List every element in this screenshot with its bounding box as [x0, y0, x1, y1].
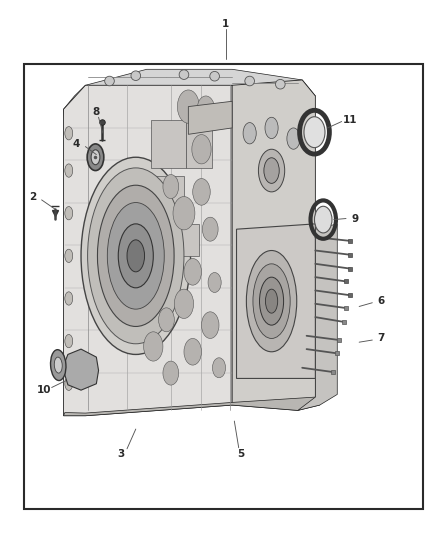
Ellipse shape — [118, 224, 153, 288]
Ellipse shape — [65, 335, 73, 348]
Polygon shape — [64, 397, 320, 416]
Ellipse shape — [163, 175, 179, 199]
Text: 2: 2 — [29, 192, 36, 202]
Polygon shape — [298, 224, 337, 410]
Ellipse shape — [192, 134, 211, 164]
Ellipse shape — [246, 251, 297, 352]
Text: 4: 4 — [73, 139, 80, 149]
Ellipse shape — [65, 164, 73, 177]
Bar — [169, 224, 199, 256]
Text: 7: 7 — [378, 334, 385, 343]
Ellipse shape — [87, 144, 104, 171]
Ellipse shape — [253, 264, 290, 338]
Ellipse shape — [65, 206, 73, 220]
Ellipse shape — [210, 71, 219, 81]
Text: 5: 5 — [237, 449, 244, 459]
Bar — [24, 64, 423, 509]
Polygon shape — [237, 224, 315, 378]
Text: 10: 10 — [36, 385, 51, 395]
Ellipse shape — [179, 70, 189, 79]
Ellipse shape — [50, 350, 66, 381]
Ellipse shape — [107, 203, 164, 309]
Ellipse shape — [184, 338, 201, 365]
Ellipse shape — [264, 158, 279, 183]
Ellipse shape — [173, 197, 195, 230]
Ellipse shape — [144, 332, 163, 361]
Ellipse shape — [81, 157, 191, 354]
Ellipse shape — [245, 76, 254, 86]
Text: 8: 8 — [93, 107, 100, 117]
Text: 9: 9 — [351, 214, 358, 223]
Polygon shape — [64, 85, 232, 416]
Ellipse shape — [202, 217, 218, 241]
Bar — [151, 120, 186, 168]
Ellipse shape — [177, 90, 199, 123]
Ellipse shape — [54, 357, 62, 373]
Ellipse shape — [265, 117, 278, 139]
Ellipse shape — [265, 289, 278, 313]
Text: 6: 6 — [378, 296, 385, 306]
Ellipse shape — [127, 240, 145, 272]
Ellipse shape — [184, 259, 201, 285]
Ellipse shape — [91, 150, 100, 165]
Ellipse shape — [65, 126, 73, 140]
Ellipse shape — [159, 308, 174, 332]
Text: 3: 3 — [117, 449, 124, 459]
Ellipse shape — [105, 76, 114, 86]
Ellipse shape — [201, 312, 219, 338]
Ellipse shape — [258, 149, 285, 192]
Polygon shape — [188, 101, 232, 134]
Ellipse shape — [259, 277, 284, 325]
Polygon shape — [64, 85, 85, 133]
Text: 1: 1 — [222, 19, 229, 29]
Ellipse shape — [65, 292, 73, 305]
Polygon shape — [232, 80, 315, 410]
Ellipse shape — [174, 289, 194, 318]
Ellipse shape — [243, 123, 256, 144]
Ellipse shape — [197, 96, 215, 123]
Polygon shape — [63, 349, 99, 390]
Ellipse shape — [88, 168, 184, 344]
Ellipse shape — [314, 206, 332, 233]
Ellipse shape — [193, 179, 210, 205]
Ellipse shape — [208, 272, 221, 293]
Ellipse shape — [276, 79, 285, 89]
Ellipse shape — [65, 377, 73, 390]
Polygon shape — [85, 69, 315, 117]
Text: 11: 11 — [343, 115, 358, 125]
Ellipse shape — [163, 361, 179, 385]
Ellipse shape — [304, 117, 325, 148]
Ellipse shape — [212, 358, 226, 378]
Ellipse shape — [65, 249, 73, 263]
Bar — [186, 120, 212, 168]
Ellipse shape — [131, 71, 141, 80]
Bar — [140, 176, 184, 219]
Ellipse shape — [97, 185, 174, 326]
Ellipse shape — [287, 128, 300, 149]
